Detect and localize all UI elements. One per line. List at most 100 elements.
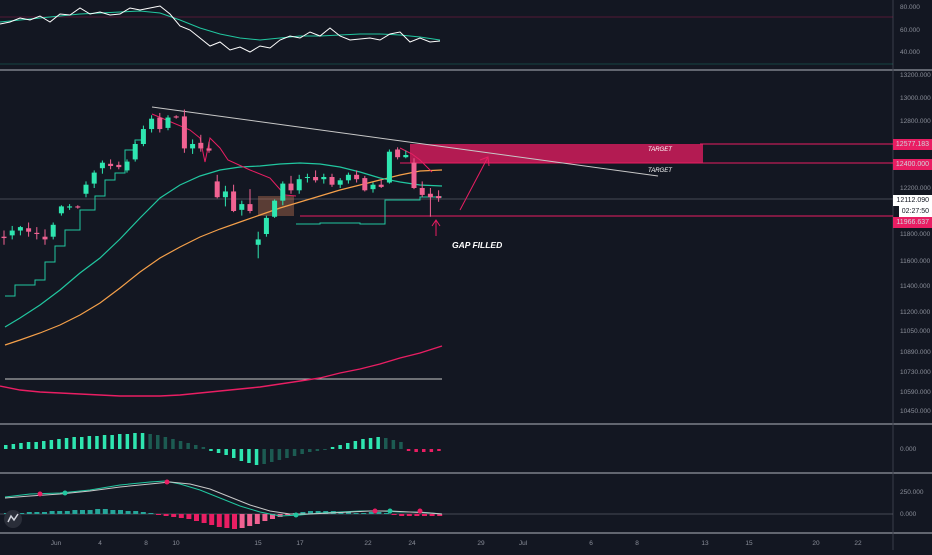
candle-body[interactable] [58, 206, 64, 214]
candle-body[interactable] [83, 184, 89, 194]
histogram-bar [186, 443, 190, 449]
candle-body[interactable] [222, 191, 228, 198]
histogram-bar [391, 440, 396, 449]
candle-body[interactable] [140, 129, 146, 144]
candle-body[interactable] [255, 239, 261, 245]
candle-body[interactable] [370, 184, 376, 190]
histogram-bar [368, 438, 373, 449]
candle-body[interactable] [149, 118, 155, 130]
histogram-bar [118, 434, 122, 449]
candle-body[interactable] [214, 181, 220, 198]
candle-body[interactable] [17, 227, 23, 231]
candle-body[interactable] [386, 151, 392, 183]
candle-body[interactable] [124, 161, 130, 171]
candle-body[interactable] [272, 200, 278, 217]
time-axis[interactable]: Jun 4 8 10 15 17 22 24 29 Jul 6 8 13 15 20 22 [51, 540, 862, 547]
candle-body[interactable] [419, 188, 425, 195]
candle-body[interactable] [263, 217, 269, 234]
candle-body[interactable] [165, 117, 171, 128]
candle-body[interactable] [280, 183, 286, 201]
time-axis-label: 8 [144, 540, 148, 547]
histogram-bar [194, 445, 198, 449]
candle-body[interactable] [436, 196, 442, 199]
time-axis-label: 4 [98, 540, 102, 547]
candle-body[interactable] [132, 144, 138, 160]
macd-bar [133, 511, 139, 514]
time-axis-label: 29 [477, 540, 485, 547]
candle-body[interactable] [198, 142, 204, 149]
histogram-bar [406, 449, 411, 451]
histogram-bar [42, 441, 46, 449]
macd-bar [194, 514, 199, 521]
histogram-bar [140, 433, 145, 449]
candle-body[interactable] [206, 148, 212, 151]
candle-body[interactable] [403, 155, 409, 158]
histogram-bar [437, 449, 441, 451]
candle-body[interactable] [304, 177, 310, 178]
candle-body[interactable] [313, 177, 319, 181]
time-axis-label: 13 [701, 540, 709, 547]
candle-body[interactable] [362, 178, 368, 191]
candle-body[interactable] [91, 172, 97, 184]
price-tag-target-lower: 12400.000 [892, 159, 932, 170]
rsi-pane[interactable]: 80.000 60.000 40.000 [0, 4, 920, 65]
candle-body[interactable] [354, 174, 360, 180]
macd-bar [391, 514, 397, 515]
histogram-bar [270, 449, 274, 462]
candle-body[interactable] [50, 224, 56, 237]
candle-body[interactable] [116, 164, 122, 168]
macd-bar [239, 514, 245, 528]
candle-body[interactable] [411, 162, 417, 188]
candle-body[interactable] [296, 179, 302, 191]
candle-body[interactable] [1, 236, 7, 239]
candle-body[interactable] [378, 184, 384, 187]
candle-body[interactable] [181, 116, 187, 149]
candle-body[interactable] [67, 206, 73, 208]
projection-arrow[interactable] [459, 156, 489, 211]
candle-body[interactable] [99, 162, 105, 169]
main-pane[interactable]: TARGET TARGET GAP FILLED 13200.000 13000.… [0, 72, 931, 415]
candle-body[interactable] [9, 230, 15, 236]
main-price-tick: 11400.000 [900, 283, 931, 290]
candle-body[interactable] [173, 116, 179, 118]
price-tag-gap: 11966.637 [893, 217, 932, 228]
candle-body[interactable] [231, 191, 237, 211]
main-price-tick: 10590.000 [900, 389, 931, 396]
candle-body[interactable] [427, 193, 433, 198]
macd-bar [72, 510, 78, 514]
candle-body[interactable] [288, 183, 294, 191]
candle-body[interactable] [26, 228, 32, 232]
candle-body[interactable] [247, 204, 253, 211]
macd-bar [376, 512, 382, 514]
tradingview-logo-icon[interactable] [4, 510, 22, 528]
macd-bar [26, 512, 32, 514]
candle-body[interactable] [321, 177, 327, 180]
supertrend-up-2 [296, 196, 442, 225]
macd-bar [87, 510, 93, 514]
candle-body[interactable] [75, 206, 81, 208]
time-axis-label: 17 [296, 540, 304, 547]
histogram-pane[interactable]: 0.000 [4, 433, 917, 465]
histogram-bars [4, 433, 441, 465]
candle-body[interactable] [395, 149, 401, 158]
candle-body[interactable] [329, 177, 335, 185]
macd-cross-dot [164, 479, 170, 485]
candle-body[interactable] [157, 117, 163, 130]
macd-bar [201, 514, 207, 523]
candle-body[interactable] [337, 180, 343, 185]
candle-body[interactable] [34, 232, 40, 234]
candle-body[interactable] [108, 163, 114, 166]
macd-bar [171, 514, 177, 517]
target-line-label: TARGET [648, 168, 673, 174]
candle-body[interactable] [190, 144, 196, 149]
candle-body[interactable] [345, 174, 351, 181]
candle-body[interactable] [239, 204, 245, 210]
main-price-tick: 12200.000 [900, 185, 931, 192]
histogram-bar [247, 449, 251, 463]
candles-group[interactable] [1, 109, 442, 259]
descending-trendline[interactable] [151, 106, 659, 177]
macd-pane[interactable]: 250.000 0.000 [0, 479, 924, 530]
candle-body[interactable] [42, 236, 48, 240]
